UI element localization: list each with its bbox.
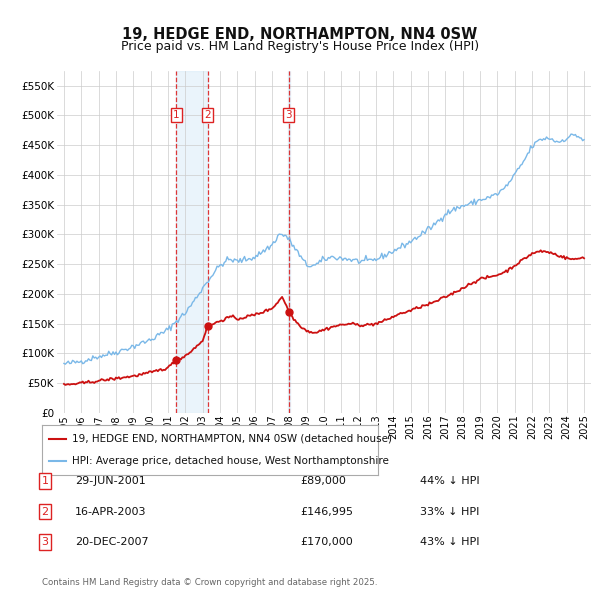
Text: 1: 1: [41, 476, 49, 486]
Text: 1: 1: [173, 110, 180, 120]
Text: 3: 3: [41, 537, 49, 547]
Bar: [288, 71, 290, 413]
Text: 19, HEDGE END, NORTHAMPTON, NN4 0SW (detached house): 19, HEDGE END, NORTHAMPTON, NN4 0SW (det…: [72, 434, 392, 444]
Text: £89,000: £89,000: [300, 476, 346, 486]
Bar: [176, 71, 208, 413]
Text: 44% ↓ HPI: 44% ↓ HPI: [420, 476, 479, 486]
Text: HPI: Average price, detached house, West Northamptonshire: HPI: Average price, detached house, West…: [72, 456, 389, 466]
Text: 19, HEDGE END, NORTHAMPTON, NN4 0SW: 19, HEDGE END, NORTHAMPTON, NN4 0SW: [122, 27, 478, 41]
Text: £170,000: £170,000: [300, 537, 353, 547]
Text: £146,995: £146,995: [300, 507, 353, 516]
Text: 16-APR-2003: 16-APR-2003: [75, 507, 146, 516]
Text: 43% ↓ HPI: 43% ↓ HPI: [420, 537, 479, 547]
Text: 3: 3: [286, 110, 292, 120]
Text: 33% ↓ HPI: 33% ↓ HPI: [420, 507, 479, 516]
Text: Price paid vs. HM Land Registry's House Price Index (HPI): Price paid vs. HM Land Registry's House …: [121, 40, 479, 53]
Text: 29-JUN-2001: 29-JUN-2001: [75, 476, 146, 486]
Text: 2: 2: [41, 507, 49, 516]
Text: 2: 2: [205, 110, 211, 120]
Text: 20-DEC-2007: 20-DEC-2007: [75, 537, 149, 547]
Text: Contains HM Land Registry data © Crown copyright and database right 2025.: Contains HM Land Registry data © Crown c…: [42, 578, 377, 586]
